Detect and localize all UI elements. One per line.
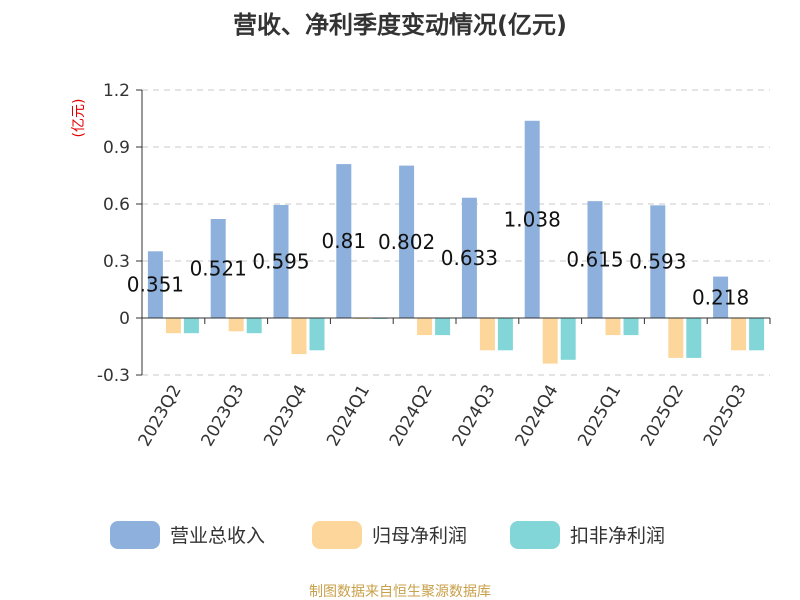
- bar-deducted-net-profit-2024Q3: [497, 318, 513, 351]
- bar-net-profit-2024Q2: [417, 318, 433, 336]
- data-label-revenue-2024Q3: 0.633: [441, 246, 498, 270]
- y-tick-label: -0.3: [97, 366, 130, 386]
- bar-deducted-net-profit-2023Q4: [309, 318, 325, 351]
- y-tick-label: 0.9: [103, 138, 130, 158]
- data-label-revenue-2025Q1: 0.615: [566, 248, 623, 272]
- data-label-revenue-2023Q4: 0.595: [252, 249, 309, 273]
- data-label-revenue-2025Q3: 0.218: [692, 285, 749, 309]
- bar-net-profit-2023Q4: [291, 318, 307, 355]
- bar-revenue-2023Q4: [273, 204, 289, 318]
- bar-revenue-2023Q3: [210, 219, 226, 318]
- bar-net-profit-2024Q4: [542, 318, 558, 364]
- bar-net-profit-2023Q3: [228, 318, 244, 332]
- data-label-revenue-2024Q4: 1.038: [504, 207, 561, 231]
- bar-deducted-net-profit-2023Q3: [246, 318, 262, 334]
- x-tick-label-2025Q1: 2025Q1: [574, 382, 625, 450]
- y-axis-unit: (亿元): [71, 99, 87, 138]
- bar-net-profit-2024Q3: [479, 318, 495, 351]
- legend-label: 扣非净利润: [570, 525, 665, 547]
- legend-swatch: [312, 521, 362, 549]
- x-tick-label-2024Q1: 2024Q1: [323, 382, 374, 450]
- bar-net-profit-2023Q2: [165, 318, 181, 334]
- x-tick-label-2024Q3: 2024Q3: [449, 382, 500, 450]
- y-tick-label: 0: [119, 309, 130, 329]
- bar-net-profit-2025Q1: [605, 318, 621, 336]
- bar-revenue-2024Q3: [461, 197, 477, 318]
- chart-title: 营收、净利季度变动情况(亿元): [233, 11, 567, 39]
- bar-revenue-2025Q3: [713, 276, 729, 318]
- bar-revenue-2024Q1: [336, 164, 352, 318]
- legend-item-2[interactable]: 扣非净利润: [510, 521, 665, 549]
- bar-net-profit-2025Q2: [668, 318, 684, 358]
- x-tick-label-2023Q2: 2023Q2: [135, 382, 186, 450]
- legend-swatch: [510, 521, 560, 549]
- bar-deducted-net-profit-2025Q3: [749, 318, 765, 351]
- bar-revenue-2025Q2: [650, 205, 666, 318]
- bar-deducted-net-profit-2024Q4: [560, 318, 576, 360]
- bar-deducted-net-profit-2023Q2: [183, 318, 199, 334]
- y-tick-label: 0.3: [103, 252, 130, 272]
- y-tick-label: 1.2: [103, 81, 130, 101]
- bar-revenue-2023Q2: [147, 251, 163, 318]
- bar-deducted-net-profit-2025Q2: [686, 318, 702, 358]
- legend-label: 归母净利润: [372, 525, 467, 547]
- data-label-revenue-2024Q2: 0.802: [378, 230, 435, 254]
- bar-revenue-2025Q1: [587, 201, 603, 318]
- x-tick-label-2023Q3: 2023Q3: [197, 382, 248, 450]
- x-tick-label-2024Q2: 2024Q2: [386, 382, 437, 450]
- y-tick-label: 0.6: [103, 195, 130, 215]
- data-label-revenue-2025Q2: 0.593: [629, 250, 686, 274]
- x-tick-label-2025Q3: 2025Q3: [700, 382, 751, 450]
- bar-net-profit-2025Q3: [731, 318, 747, 351]
- data-label-revenue-2023Q3: 0.521: [190, 257, 247, 281]
- x-tick-label-2023Q4: 2023Q4: [260, 382, 311, 450]
- bar-revenue-2024Q2: [399, 165, 415, 318]
- data-label-revenue-2023Q2: 0.351: [127, 273, 184, 297]
- legend-item-0[interactable]: 营业总收入: [110, 521, 265, 549]
- x-tick-label-2025Q2: 2025Q2: [637, 382, 688, 450]
- legend-label: 营业总收入: [170, 525, 265, 547]
- legend-item-1[interactable]: 归母净利润: [312, 521, 467, 549]
- legend-swatch: [110, 521, 160, 549]
- bar-deducted-net-profit-2025Q1: [623, 318, 639, 336]
- data-label-revenue-2024Q1: 0.81: [322, 229, 367, 253]
- bar-revenue-2024Q4: [524, 120, 540, 318]
- bar-deducted-net-profit-2024Q2: [435, 318, 451, 336]
- source-note: 制图数据来自恒生聚源数据库: [309, 584, 491, 600]
- x-tick-label-2024Q4: 2024Q4: [511, 382, 562, 450]
